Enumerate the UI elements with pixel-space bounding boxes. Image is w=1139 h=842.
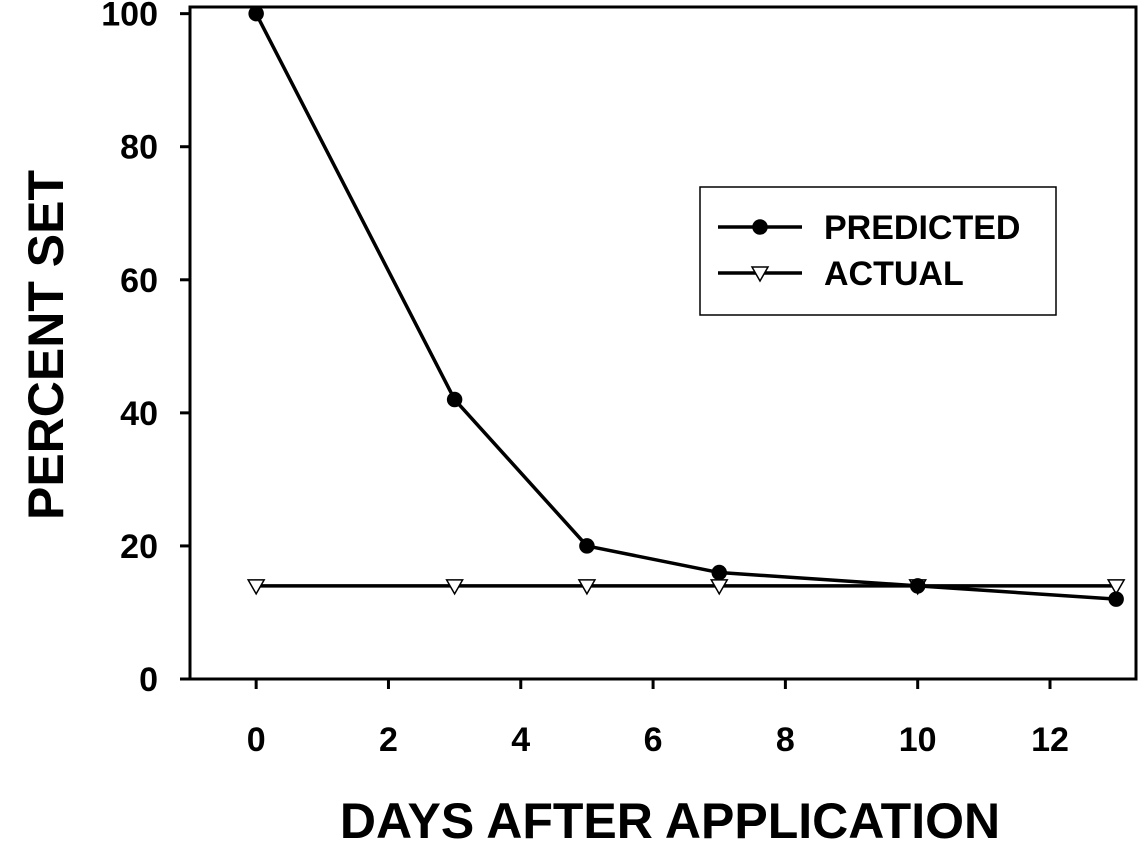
- x-tick-label: 0: [247, 721, 266, 759]
- y-axis-title: PERCENT SET: [18, 170, 74, 520]
- data-point: [579, 538, 595, 554]
- y-tick-label: 60: [120, 262, 158, 300]
- plot-frame: [188, 5, 1138, 681]
- x-tick-label: 4: [511, 721, 530, 759]
- legend-label: PREDICTED: [824, 209, 1020, 247]
- legend-marker: [752, 219, 768, 235]
- data-point: [246, 579, 266, 596]
- y-tick-label: 100: [101, 0, 158, 34]
- x-tick-label: 2: [379, 721, 398, 759]
- x-tick-label: 10: [899, 721, 937, 759]
- data-point: [445, 579, 464, 596]
- data-point: [577, 579, 597, 596]
- legend-box: [699, 186, 1057, 316]
- x-tick-label: 12: [1031, 721, 1069, 759]
- legend: PREDICTED ACTUAL: [699, 186, 1057, 316]
- axes: 0 20 40 60 80 100 0 2 4 6 8 10 12: [101, 0, 1138, 759]
- data-point: [446, 391, 463, 408]
- data-point: [248, 5, 264, 22]
- data-point: [711, 564, 727, 581]
- y-tick-label: 40: [120, 395, 158, 433]
- series-layer: [246, 5, 1126, 607]
- x-tick-label: 6: [644, 721, 663, 759]
- series-line: [254, 12, 1117, 601]
- series-predicted: [248, 5, 1124, 607]
- data-point: [1108, 591, 1124, 607]
- legend-marker: [750, 266, 770, 283]
- x-axis-title: DAYS AFTER APPLICATION: [340, 793, 1000, 842]
- legend-label: ACTUAL: [824, 255, 964, 293]
- data-point: [1106, 579, 1126, 596]
- x-tick-label: 8: [776, 721, 795, 759]
- y-tick-label: 20: [120, 528, 158, 566]
- y-tick-label: 80: [120, 129, 158, 167]
- data-point: [909, 578, 926, 594]
- y-tick-label: 0: [139, 661, 158, 699]
